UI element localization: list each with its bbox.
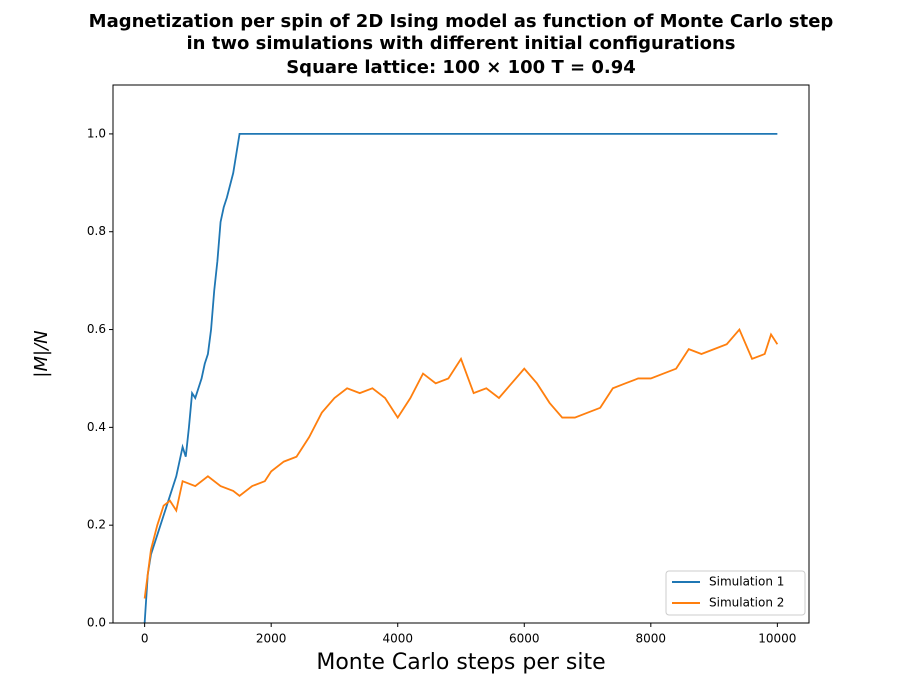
- x-tick-label: 0: [141, 632, 149, 646]
- y-axis-label: |M|/N: [31, 330, 52, 377]
- x-tick-label: 2000: [256, 632, 287, 646]
- x-axis-label: Monte Carlo steps per site: [316, 650, 605, 675]
- chart-title: in two simulations with different initia…: [186, 33, 735, 54]
- x-tick-label: 10000: [758, 632, 796, 646]
- legend-label: Simulation 2: [709, 596, 784, 610]
- data-line: [143, 327, 779, 599]
- x-tick-label: 6000: [509, 632, 540, 646]
- legend-label: Simulation 1: [709, 575, 784, 589]
- y-tick-label: 0.0: [87, 616, 106, 630]
- chart-title: Square lattice: 100 × 100 T = 0.94: [286, 57, 636, 78]
- x-tick-label: 8000: [636, 632, 667, 646]
- plot-frame: [112, 84, 810, 624]
- y-tick-label: 0.4: [87, 420, 106, 434]
- legend-box: [665, 570, 806, 616]
- y-tick-label: 0.2: [87, 518, 106, 532]
- y-tick-label: 0.6: [87, 322, 106, 336]
- y-tick-label: 0.8: [87, 224, 106, 238]
- chart-title: Magnetization per spin of 2D Ising model…: [89, 11, 834, 32]
- data-line: [143, 133, 778, 624]
- y-tick-label: 1.0: [87, 126, 106, 140]
- x-tick-label: 4000: [382, 632, 413, 646]
